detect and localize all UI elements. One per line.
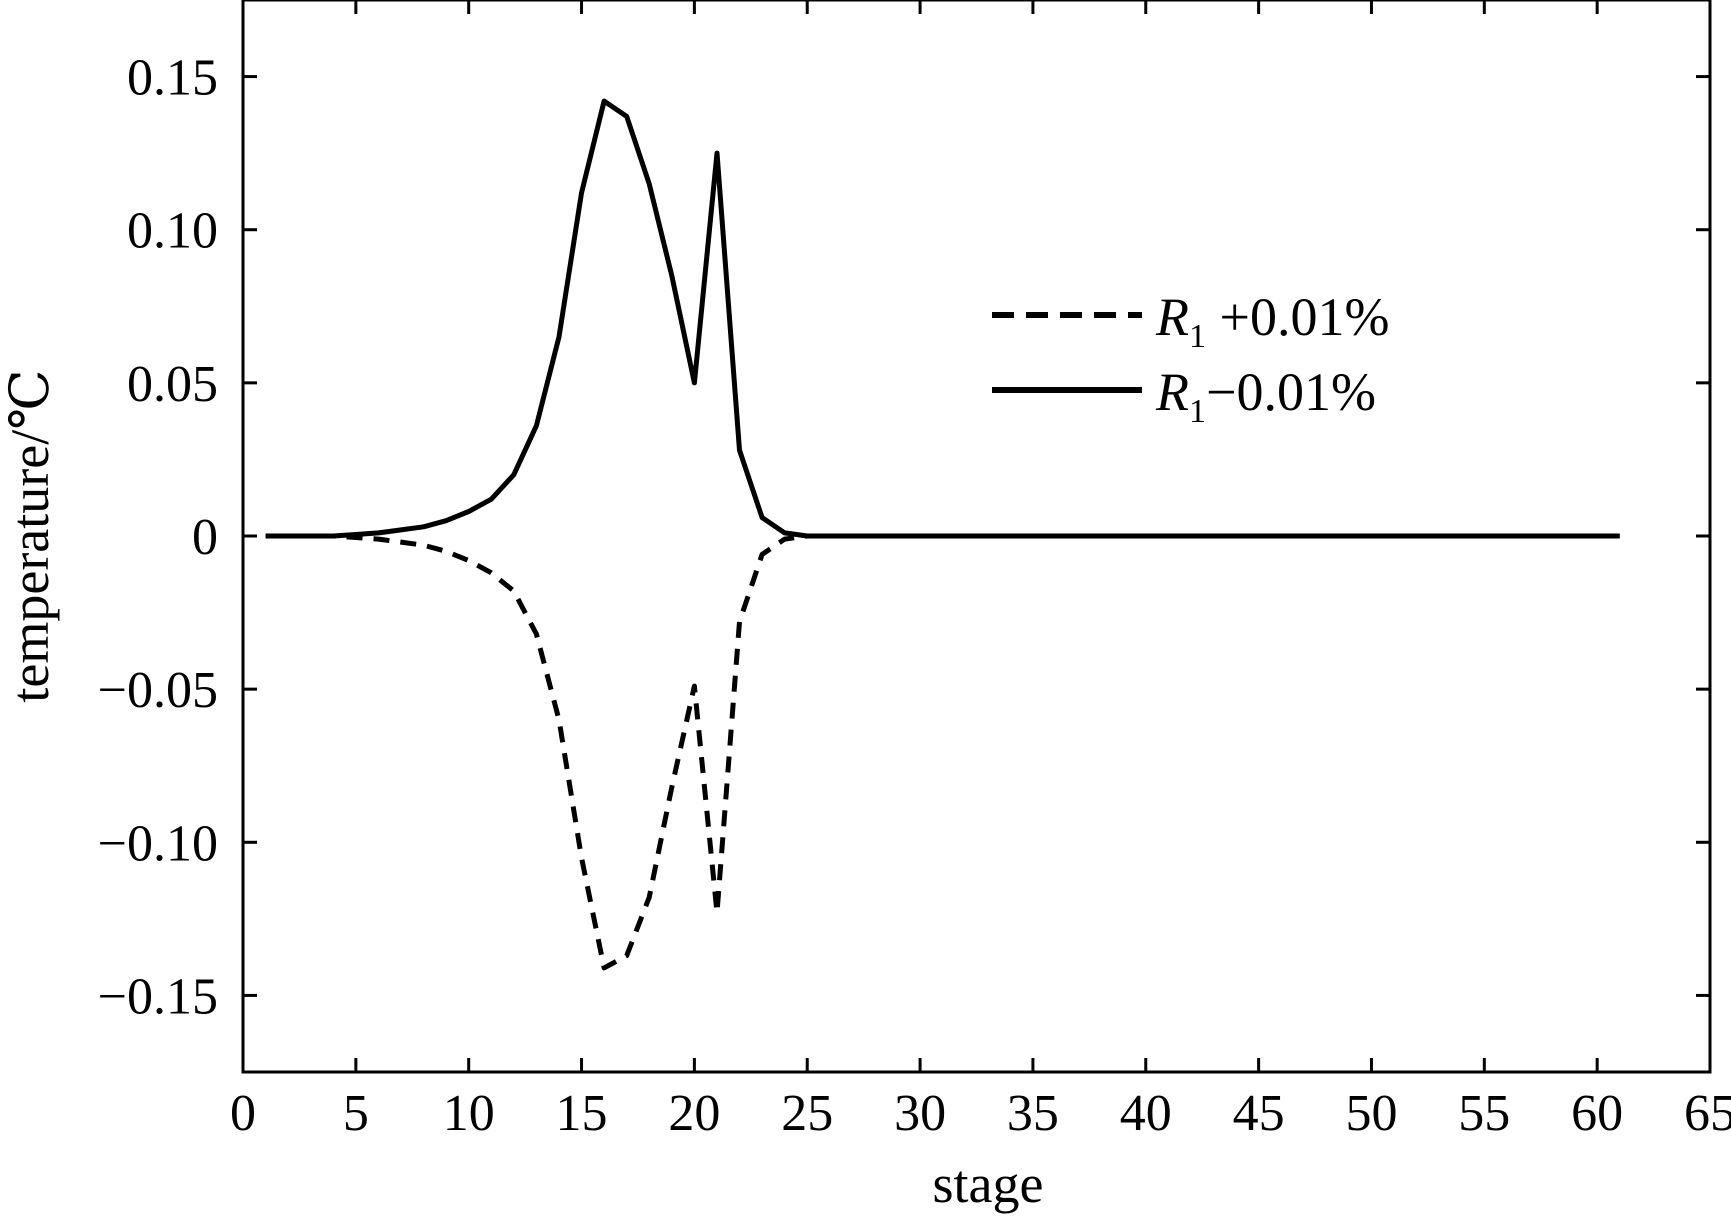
y-tick-label: 0.15 [127, 50, 218, 107]
legend-label-minus-sub: 1 [1189, 393, 1206, 430]
y-tick-label: −0.05 [98, 662, 218, 719]
x-tick-label: 0 [230, 1085, 256, 1142]
x-tick-label: 55 [1458, 1085, 1510, 1142]
x-tick-label: 25 [781, 1085, 833, 1142]
x-axis-title: stage [933, 1154, 1044, 1214]
series-line-r1-plus [265, 533, 1620, 971]
series-lines [265, 98, 1620, 971]
series-line-r1-minus [265, 98, 1620, 539]
x-tick-label: 5 [343, 1085, 369, 1142]
y-tick-label: 0 [192, 509, 218, 566]
legend: R1 +0.01% R1−0.01% [992, 287, 1389, 430]
legend-label-plus: R1 +0.01% [1155, 287, 1389, 355]
axis-ticks [241, 0, 1712, 1072]
legend-label-plus-rest: +0.01% [1206, 287, 1389, 347]
y-tick-label: 0.05 [127, 356, 218, 413]
x-tick-label: 35 [1007, 1085, 1059, 1142]
y-tick-label: 0.10 [127, 203, 218, 260]
axis-tick-labels: 0 5 10 15 20 25 30 35 40 45 50 55 60 65 0.15 0.10 0.05 0 −… [98, 50, 1731, 1142]
y-tick-label: −0.15 [98, 968, 218, 1025]
y-tick-label: −0.10 [98, 815, 218, 872]
legend-label-plus-main: R [1155, 287, 1189, 347]
x-tick-label: 10 [443, 1085, 495, 1142]
x-tick-label: 45 [1233, 1085, 1285, 1142]
x-tick-label: 20 [668, 1085, 720, 1142]
legend-label-minus-rest: −0.01% [1206, 362, 1376, 422]
x-tick-label: 60 [1571, 1085, 1623, 1142]
x-tick-label: 50 [1345, 1085, 1397, 1142]
x-tick-label: 30 [894, 1085, 946, 1142]
x-tick-label: 65 [1684, 1085, 1731, 1142]
legend-label-plus-sub: 1 [1189, 318, 1206, 355]
legend-label-minus-main: R [1155, 362, 1189, 422]
x-tick-label: 40 [1120, 1085, 1172, 1142]
y-axis-title: temperature/℃ [0, 369, 60, 702]
legend-label-minus: R1−0.01% [1155, 362, 1376, 430]
x-tick-label: 15 [556, 1085, 608, 1142]
